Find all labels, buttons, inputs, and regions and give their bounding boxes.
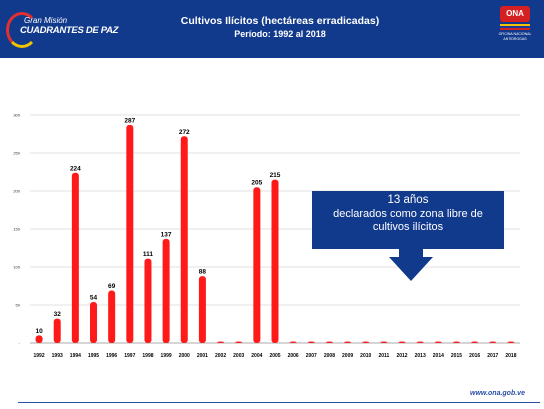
y-tick-label: 100 bbox=[13, 265, 20, 270]
x-tick-label-1993: 1993 bbox=[52, 353, 63, 359]
x-tick-label-2003: 2003 bbox=[233, 353, 244, 359]
chart-subtitle: Período: 1992 al 2018 bbox=[234, 29, 326, 39]
y-tick-label: 50 bbox=[16, 303, 21, 308]
data-label-1996: 69 bbox=[108, 283, 116, 290]
ona-logo-text: OFICINA NACIONAL ANTIDROGAS bbox=[498, 32, 532, 41]
x-tick-label-2012: 2012 bbox=[396, 353, 407, 359]
bar-1995 bbox=[90, 301, 98, 343]
x-tick-label-2005: 2005 bbox=[269, 353, 280, 359]
data-label-1998: 111 bbox=[143, 251, 154, 258]
bar-2001 bbox=[198, 276, 206, 343]
callout-line1: 13 años bbox=[387, 194, 429, 206]
chart-title: Cultivos Ilícitos (hectáreas erradicadas… bbox=[180, 15, 380, 27]
ona-badge: ONA bbox=[500, 6, 530, 22]
x-tick-label-2011: 2011 bbox=[378, 353, 389, 359]
bar-1999 bbox=[162, 238, 170, 343]
bar-2018 bbox=[507, 341, 515, 343]
bar-1997 bbox=[126, 124, 134, 343]
bar-2002 bbox=[217, 341, 225, 343]
bar-2017 bbox=[489, 341, 497, 343]
bar-2014 bbox=[434, 341, 442, 343]
cuadrantes-de-paz-logo: Gran Misión CUADRANTES DE PAZ bbox=[6, 10, 118, 48]
x-tick-label-1995: 1995 bbox=[88, 353, 99, 359]
data-label-2000: 272 bbox=[179, 129, 190, 136]
logo-left-line1: Gran Misión bbox=[24, 16, 68, 25]
x-tick-label-2008: 2008 bbox=[324, 353, 335, 359]
x-tick-label-2006: 2006 bbox=[288, 353, 299, 359]
bar-2011 bbox=[380, 341, 388, 343]
y-tick-label: 150 bbox=[13, 227, 20, 232]
x-tick-label-1997: 1997 bbox=[124, 353, 135, 359]
data-label-2005: 215 bbox=[270, 172, 281, 179]
data-label-1999: 137 bbox=[161, 231, 172, 238]
bar-2000 bbox=[180, 136, 188, 343]
x-tick-label-1992: 1992 bbox=[34, 353, 45, 359]
x-tick-label-2013: 2013 bbox=[415, 353, 426, 359]
y-tick-label: - bbox=[19, 341, 21, 346]
ona-logo: ONA OFICINA NACIONAL ANTIDROGAS bbox=[494, 6, 536, 50]
x-tick-label-1999: 1999 bbox=[161, 353, 172, 359]
bar-2012 bbox=[398, 341, 406, 343]
bar-1992 bbox=[35, 335, 43, 343]
bar-1993 bbox=[53, 318, 61, 343]
y-tick-label: 200 bbox=[13, 189, 20, 194]
y-tick-label: 300 bbox=[13, 113, 20, 118]
bar-2009 bbox=[344, 341, 352, 343]
x-tick-label-2016: 2016 bbox=[469, 353, 480, 359]
callout-line2: declarados como zona libre de bbox=[333, 207, 483, 220]
data-label-1993: 32 bbox=[54, 311, 62, 318]
y-tick-label: 250 bbox=[13, 151, 20, 156]
data-label-1994: 224 bbox=[70, 165, 81, 172]
logo-left-line2: CUADRANTES DE PAZ bbox=[20, 25, 119, 36]
x-tick-label-2009: 2009 bbox=[342, 353, 353, 359]
data-label-1997: 287 bbox=[124, 117, 135, 124]
x-tick-label-2015: 2015 bbox=[451, 353, 462, 359]
x-tick-label-1994: 1994 bbox=[70, 353, 81, 359]
footer-divider bbox=[18, 402, 540, 403]
callout-arrow-stem bbox=[399, 249, 423, 258]
x-tick-label-2010: 2010 bbox=[360, 353, 371, 359]
bar-2006 bbox=[289, 341, 297, 343]
bar-1994 bbox=[71, 172, 79, 343]
footer-url[interactable]: www.ona.gob.ve bbox=[470, 390, 525, 397]
flag-stripes-icon bbox=[500, 24, 530, 30]
bar-1998 bbox=[144, 258, 152, 343]
logo-swoosh-icon bbox=[6, 12, 38, 48]
bar-2013 bbox=[416, 341, 424, 343]
bar-2004 bbox=[253, 187, 261, 343]
bar-2010 bbox=[362, 341, 370, 343]
x-tick-label-2004: 2004 bbox=[251, 353, 262, 359]
callout-box: 13 años declarados como zona libre de cu… bbox=[312, 191, 504, 249]
callout-line3: cultivos ilícitos bbox=[372, 221, 444, 233]
x-tick-label-2014: 2014 bbox=[433, 353, 444, 359]
bar-2016 bbox=[471, 341, 479, 343]
x-tick-label-2017: 2017 bbox=[487, 353, 498, 359]
title-block: Cultivos Ilícitos (hectáreas erradicadas… bbox=[130, 14, 430, 41]
header-banner: Gran Misión CUADRANTES DE PAZ Cultivos I… bbox=[0, 0, 544, 58]
x-tick-label-2018: 2018 bbox=[505, 353, 516, 359]
data-label-2004: 205 bbox=[251, 180, 262, 187]
x-tick-label-2007: 2007 bbox=[306, 353, 317, 359]
x-tick-label-1998: 1998 bbox=[142, 353, 153, 359]
data-label-1992: 10 bbox=[35, 328, 43, 335]
data-label-2001: 88 bbox=[199, 269, 207, 276]
bar-2008 bbox=[325, 341, 333, 343]
bar-2005 bbox=[271, 179, 279, 343]
x-tick-label-1996: 1996 bbox=[106, 353, 117, 359]
data-label-1995: 54 bbox=[90, 294, 98, 301]
x-tick-label-2000: 2000 bbox=[179, 353, 190, 359]
x-tick-label-2001: 2001 bbox=[197, 353, 208, 359]
bar-2015 bbox=[452, 341, 460, 343]
x-tick-label-2002: 2002 bbox=[215, 353, 226, 359]
bar-1996 bbox=[108, 290, 116, 343]
bar-2007 bbox=[307, 341, 315, 343]
bar-2003 bbox=[235, 341, 243, 343]
callout-arrow-icon bbox=[389, 257, 433, 281]
